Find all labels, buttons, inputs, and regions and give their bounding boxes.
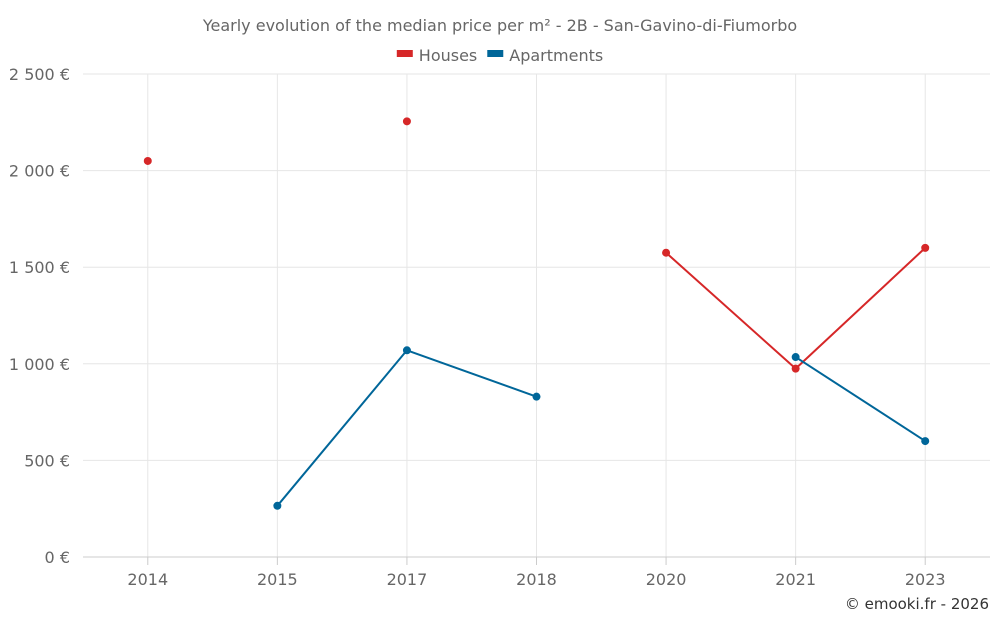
data-point-apartments: [921, 437, 930, 446]
x-tick-label: 2021: [775, 570, 816, 589]
x-tick-label: 2015: [257, 570, 298, 589]
grid: [83, 73, 990, 557]
x-tick-label: 2014: [127, 570, 168, 589]
y-tick-label: 1 500 €: [9, 258, 70, 277]
legend-swatch-houses: [396, 50, 413, 57]
series-layer: [143, 117, 930, 510]
data-point-houses: [921, 243, 930, 252]
data-point-apartments: [273, 501, 282, 510]
series-houses: [143, 117, 930, 373]
data-point-houses: [143, 156, 152, 165]
legend-label: Houses: [419, 46, 477, 65]
series-line-apartments: [405, 349, 538, 398]
series-line-apartments: [794, 356, 927, 443]
data-point-houses: [791, 364, 800, 373]
data-point-apartments: [532, 392, 541, 401]
legend-label: Apartments: [509, 46, 603, 65]
legend: Houses Apartments: [396, 46, 603, 65]
legend-swatch-apartments: [487, 50, 504, 57]
axes: 0 € 500 € 1 000 € 1 500 € 2 000 € 2 500 € 2014…: [9, 65, 990, 589]
credit-text: © emooki.fr - 2026: [845, 595, 989, 613]
y-tick-label: 2 000 €: [9, 162, 70, 181]
series-line-houses: [665, 251, 797, 370]
series-line-apartments: [276, 349, 408, 507]
y-tick-label: 2 500 €: [9, 65, 70, 84]
data-point-apartments: [791, 353, 800, 362]
data-point-houses: [402, 117, 411, 126]
y-tick-label: 500 €: [24, 451, 70, 470]
data-point-apartments: [402, 346, 411, 355]
x-tick-label: 2017: [387, 570, 428, 589]
y-tick-label: 0 €: [45, 548, 70, 567]
y-tick-label: 1 000 €: [9, 355, 70, 374]
x-tick-label: 2023: [905, 570, 946, 589]
x-tick-label: 2018: [516, 570, 557, 589]
x-tick-label: 2020: [646, 570, 687, 589]
series-line-houses: [794, 246, 927, 370]
data-point-houses: [662, 248, 671, 257]
chart-title: Yearly evolution of the median price per…: [202, 16, 797, 35]
series-apartments: [273, 346, 930, 510]
